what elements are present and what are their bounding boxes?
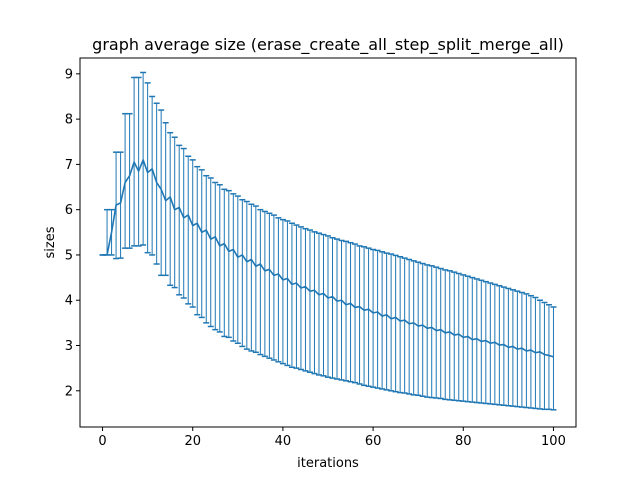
error-bar <box>261 210 268 358</box>
error-bar <box>406 258 413 395</box>
chart-title: graph average size (erase_create_all_ste… <box>92 35 564 55</box>
error-bar <box>225 189 232 339</box>
error-bar <box>230 193 237 342</box>
error-bar <box>401 257 408 394</box>
error-bar <box>374 249 381 389</box>
x-tick-label: 20 <box>184 434 201 449</box>
error-bar <box>171 136 178 289</box>
error-bar <box>252 205 259 354</box>
plot-area <box>99 71 557 411</box>
error-bar <box>338 239 345 381</box>
error-bar <box>347 241 354 383</box>
y-tick-label: 5 <box>65 248 73 263</box>
error-bar <box>343 240 350 382</box>
error-bar <box>306 229 313 373</box>
error-bar <box>176 144 183 296</box>
error-bar <box>117 151 124 259</box>
error-bar <box>194 165 201 316</box>
y-tick-label: 7 <box>65 158 73 173</box>
x-tick-label: 60 <box>365 434 382 449</box>
error-bar <box>126 112 133 249</box>
error-bar <box>243 200 250 350</box>
x-axis-label: iterations <box>297 456 359 471</box>
error-bar <box>352 243 359 384</box>
error-bar <box>140 71 147 246</box>
error-bar <box>288 222 295 368</box>
error-bar <box>266 212 273 359</box>
error-bar <box>275 217 282 363</box>
error-bar <box>221 188 228 338</box>
error-bar <box>379 251 386 390</box>
error-bar <box>180 147 187 299</box>
error-bar <box>212 181 219 331</box>
error-bar <box>392 254 399 393</box>
error-bar <box>370 248 377 388</box>
error-bar <box>365 247 372 388</box>
error-bar <box>320 233 327 377</box>
error-bar <box>419 262 426 397</box>
error-bar <box>135 76 142 247</box>
axes: 0 20 40 60 80 100 2 3 4 5 6 7 8 9 <box>65 67 566 449</box>
y-tick-label: 4 <box>65 294 73 309</box>
error-bar <box>415 261 422 397</box>
error-bar <box>302 227 309 372</box>
y-tick-label: 6 <box>65 203 73 218</box>
y-tick-label: 2 <box>65 384 73 399</box>
error-bar <box>149 95 156 256</box>
error-bar <box>279 218 286 365</box>
x-tick-label: 0 <box>98 434 106 449</box>
error-bar <box>311 231 318 375</box>
error-bar <box>167 131 174 287</box>
mean-line <box>102 159 554 358</box>
error-bar <box>207 177 214 328</box>
error-bar <box>189 159 196 308</box>
error-bar <box>203 174 210 324</box>
axes-frame <box>79 57 577 428</box>
error-bar <box>383 252 390 391</box>
error-bar <box>334 238 341 380</box>
y-tick-label: 8 <box>65 113 73 128</box>
error-bar <box>297 226 304 371</box>
error-bar <box>437 267 444 400</box>
error-bar <box>248 203 255 352</box>
y-tick-label: 3 <box>65 339 73 354</box>
error-bar <box>361 246 368 387</box>
error-bar <box>315 232 322 376</box>
error-bar <box>234 195 241 344</box>
error-bar <box>198 169 205 319</box>
error-bar <box>325 235 331 378</box>
error-bar <box>216 184 223 333</box>
error-bar <box>239 198 246 348</box>
error-bar <box>388 253 395 392</box>
error-bar <box>144 82 151 254</box>
x-tick-label: 80 <box>455 434 472 449</box>
error-bar <box>356 245 363 385</box>
x-tick-label: 40 <box>275 434 292 449</box>
error-bar <box>270 214 277 361</box>
error-bar <box>329 236 336 379</box>
error-bar <box>293 224 300 369</box>
y-tick-label: 9 <box>65 67 73 82</box>
error-bar <box>185 155 192 305</box>
error-bar <box>257 208 264 356</box>
y-axis-label: sizes <box>43 226 58 258</box>
x-tick-label: 100 <box>541 434 566 449</box>
error-bar <box>550 306 557 411</box>
error-bar <box>284 220 291 367</box>
